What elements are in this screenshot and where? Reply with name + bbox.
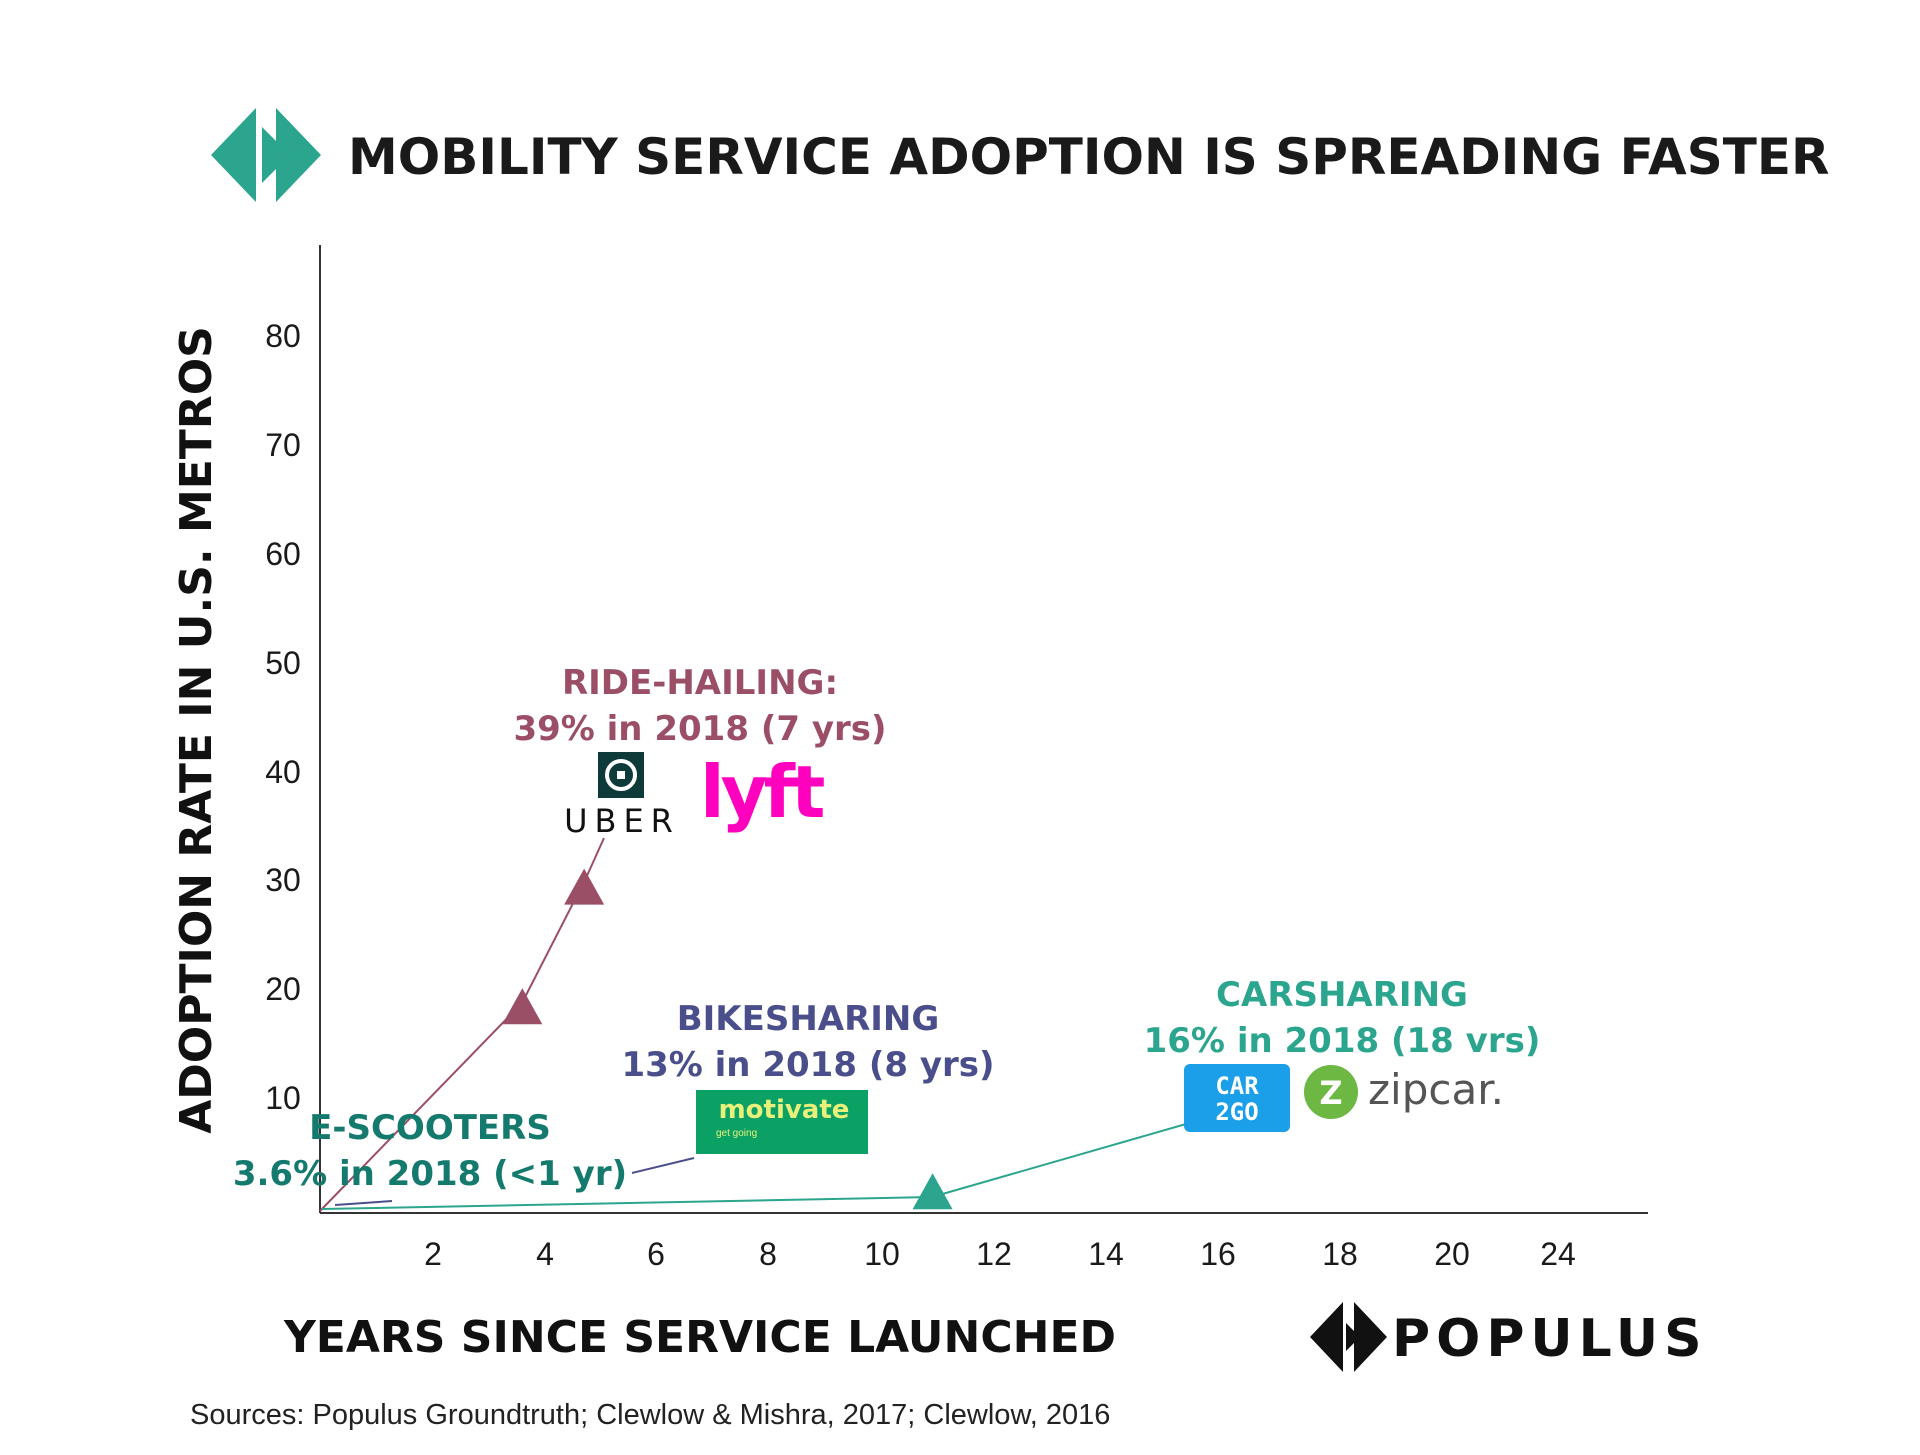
x-tick-12: 12 [976,1236,1012,1272]
bikesharing-heading: BIKESHARING [677,999,940,1039]
y-tick-40: 40 [265,754,301,790]
carsharing-annotation: CARSHARING 16% in 2018 (18 vrs) [1144,975,1541,1061]
ridehailing-annotation: RIDE-HAILING: 39% in 2018 (7 yrs) [513,663,886,749]
ridehailing-heading: RIDE-HAILING: [562,663,838,703]
y-tick-80: 80 [265,318,301,354]
car2go-logo: CAR 2GO [1184,1064,1290,1132]
populus-chevron-icon [211,108,321,202]
escooters-detail: 3.6% in 2018 (<1 yr) [233,1154,627,1194]
svg-text:2GO: 2GO [1215,1098,1258,1126]
uber-logo: UBER [564,752,680,840]
carsharing-heading: CARSHARING [1216,975,1468,1015]
carsharing-detail: 16% in 2018 (18 vrs) [1144,1021,1541,1061]
svg-text:Z: Z [1319,1074,1342,1112]
ridehailing-trend-line [319,1002,523,1212]
y-tick-60: 60 [265,536,301,572]
y-tick-30: 30 [265,862,301,898]
populus-brand-text: POPULUS [1392,1309,1708,1369]
x-tick-8: 8 [759,1236,777,1272]
carsharing-leader-line [931,1123,1187,1198]
escooters-annotation: E-SCOOTERS 3.6% in 2018 (<1 yr) [233,1108,627,1194]
escooter-leader-line [334,1200,393,1206]
motivate-logo-subtext: get going [716,1128,757,1139]
y-axis-title: ADOPTION RATE IN U.S. METROS [171,326,222,1134]
lyft-logo-text: lyft [700,750,824,834]
motivate-logo: motivate get going [696,1090,868,1154]
x-tick-6: 6 [647,1236,665,1272]
y-tick-20: 20 [265,971,301,1007]
ridehailing-leader-line [585,837,605,879]
uber-logo-text: UBER [564,802,680,840]
x-tick-24: 24 [1540,1236,1576,1272]
ridehailing-marker-0 [502,988,543,1025]
carsharing-trend-line [321,1196,933,1210]
ridehailing-marker-1 [564,868,605,905]
x-tick-16: 16 [1200,1236,1236,1272]
y-tick-10: 10 [265,1080,301,1116]
motivate-logo-text: motivate [719,1095,850,1125]
bikesharing-leader-line [631,1157,695,1174]
bikesharing-annotation: BIKESHARING 13% in 2018 (8 yrs) [621,999,994,1085]
populus-brand-icon [1310,1302,1387,1372]
x-tick-labels: 2 4 6 8 10 12 14 16 18 20 24 [424,1236,1576,1272]
y-tick-labels: 10 20 30 40 50 60 70 80 [265,318,301,1116]
x-tick-14: 14 [1088,1236,1124,1272]
lyft-logo: lyft [700,750,828,834]
x-tick-20: 20 [1434,1236,1470,1272]
x-tick-10: 10 [864,1236,900,1272]
sources-note: Sources: Populus Groundtruth; Clewlow & … [190,1399,1110,1431]
carsharing-marker-0 [912,1173,953,1210]
y-tick-70: 70 [265,427,301,463]
y-tick-50: 50 [265,645,301,681]
svg-text:CAR: CAR [1215,1072,1259,1100]
x-axis-title: YEARS SINCE SERVICE LAUNCHED [283,1312,1116,1363]
chart-title: MOBILITY SERVICE ADOPTION IS SPREADING F… [348,128,1830,186]
escooters-heading: E-SCOOTERS [309,1108,551,1148]
x-tick-4: 4 [536,1236,554,1272]
data-markers [502,868,953,1210]
x-tick-18: 18 [1322,1236,1358,1272]
ridehailing-detail: 39% in 2018 (7 yrs) [513,709,886,749]
x-tick-2: 2 [424,1236,442,1272]
zipcar-logo-text: zipcar. [1368,1065,1504,1114]
zipcar-logo: Z zipcar. [1304,1065,1504,1119]
bikesharing-detail: 13% in 2018 (8 yrs) [621,1045,994,1085]
